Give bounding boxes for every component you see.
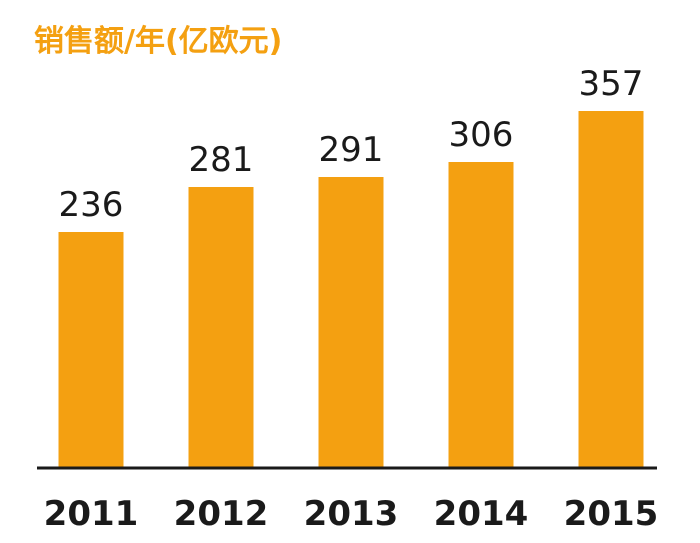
- value-label-2013: 291: [319, 130, 384, 170]
- bar-2012: [188, 187, 254, 468]
- x-tick-label-2015: 2015: [564, 494, 659, 534]
- x-tick-label-2012: 2012: [174, 494, 269, 534]
- chart-title: 销售额/年(亿欧元): [34, 24, 283, 59]
- x-tick-label-2011: 2011: [44, 494, 139, 534]
- bar-2013: [318, 177, 384, 468]
- bar-2011: [58, 232, 124, 468]
- value-label-2012: 281: [189, 140, 254, 180]
- x-tick-label-2014: 2014: [434, 494, 529, 534]
- value-label-2014: 306: [449, 115, 514, 155]
- bar-2015: [578, 111, 644, 468]
- bars-layer: [58, 111, 644, 468]
- bar-2014: [448, 162, 514, 468]
- value-label-2011: 236: [59, 185, 124, 225]
- value-labels-layer: 236 281 291 306 357: [59, 64, 644, 225]
- x-tick-labels-layer: 2011 2012 2013 2014 2015: [44, 494, 659, 534]
- x-tick-label-2013: 2013: [304, 494, 399, 534]
- value-label-2015: 357: [579, 64, 644, 104]
